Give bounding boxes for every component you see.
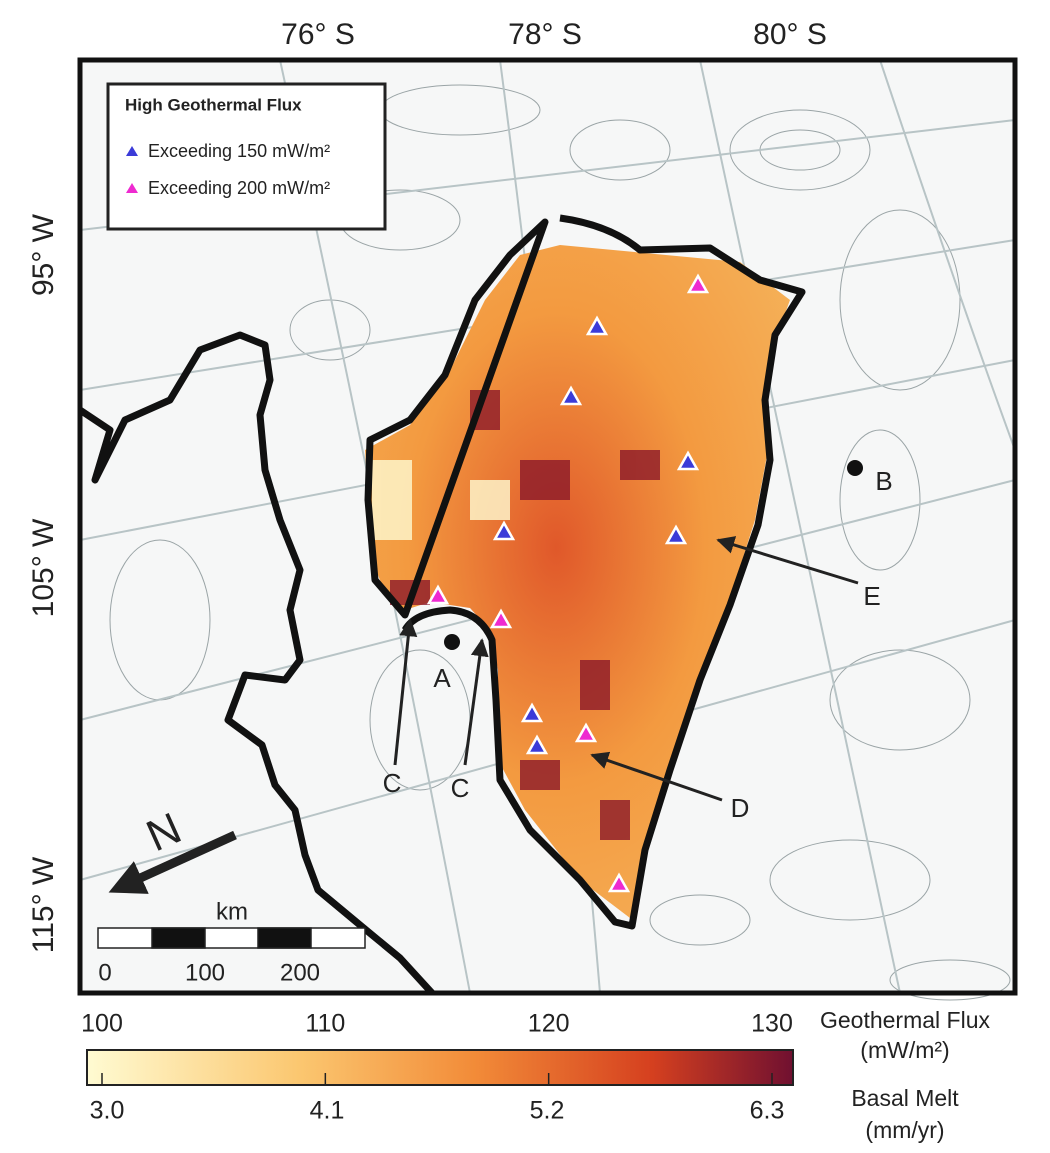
flux-markers	[574, 722, 598, 743]
high-flux-patches	[620, 450, 660, 480]
graticule	[879, 59, 1016, 451]
low-flux-patches	[470, 480, 510, 520]
coastlines	[78, 214, 806, 996]
flux-tick-label: 130	[751, 1010, 793, 1038]
flux-markers	[525, 734, 549, 755]
legend-item: Exceeding 200 mW/m²	[148, 178, 330, 198]
flux-title: Geothermal Flux	[820, 1007, 991, 1033]
label-c: C	[383, 768, 402, 798]
scale-tick: 0	[98, 959, 111, 986]
flux-markers	[607, 872, 631, 893]
label-c: C	[451, 773, 470, 803]
latitude-label: 78° S	[508, 18, 582, 51]
contours	[569, 119, 671, 181]
legend-marker	[126, 183, 138, 193]
melt-tick-label: 3.0	[90, 1097, 125, 1125]
flux-markers	[492, 520, 516, 541]
contours	[829, 649, 971, 751]
low-flux-patches	[372, 460, 412, 540]
flux-tick-label: 100	[81, 1010, 123, 1038]
flux-markers	[585, 315, 609, 336]
scale-bar	[151, 927, 206, 949]
flux-markers	[489, 608, 513, 629]
melt-unit: (mm/yr)	[865, 1117, 944, 1143]
contours	[889, 959, 1011, 1001]
legend-title: High Geothermal Flux	[125, 95, 302, 114]
melt-title: Basal Melt	[851, 1085, 959, 1111]
label-d: D	[731, 793, 750, 823]
high-flux-patches	[520, 460, 570, 500]
latitude-label: 80° S	[753, 18, 827, 51]
flux-markers	[676, 450, 700, 471]
flux-markers	[520, 702, 544, 723]
melt-tick-label: 5.2	[530, 1097, 565, 1125]
coastlines	[364, 218, 549, 619]
label-b: B	[875, 466, 892, 496]
flux-tick-label: 110	[305, 1010, 345, 1038]
high-flux-patches	[580, 660, 610, 710]
high-flux-patches	[600, 800, 630, 840]
scale-tick: 200	[280, 959, 320, 986]
flux-tick-label: 120	[528, 1010, 570, 1038]
arrow-c2	[463, 638, 489, 766]
arrow-c1	[393, 618, 418, 766]
longitude-label: 105° W	[27, 518, 60, 617]
scale-unit: km	[216, 898, 248, 925]
arrow-d	[590, 751, 723, 802]
longitude-label: 115° W	[27, 856, 60, 953]
scale-bar	[97, 927, 366, 949]
map-frame	[77, 57, 1018, 996]
flux-markers	[426, 584, 450, 605]
melt-tick-label: 4.1	[310, 1097, 345, 1125]
low-flux-patches	[372, 460, 510, 540]
colorbar-ticks: 100 110 120 130 3.0 4.1 5.2 6.3	[81, 1010, 793, 1125]
graticule	[699, 59, 901, 994]
scale-tick: 100	[185, 959, 225, 986]
legend-marker	[126, 146, 138, 156]
point-b	[847, 460, 863, 476]
flux-unit: (mW/m²)	[860, 1037, 949, 1063]
label-e: E	[863, 581, 880, 611]
legend-item: Exceeding 150 mW/m²	[148, 141, 330, 161]
coastlines	[78, 331, 435, 996]
latitude-label: 76° S	[281, 18, 355, 51]
flux-markers	[686, 273, 710, 294]
contours	[839, 209, 961, 391]
high-flux-patches	[520, 760, 560, 790]
label-a: A	[433, 663, 451, 693]
contours	[729, 109, 871, 191]
flux-markers	[664, 524, 688, 545]
coastlines	[401, 214, 806, 930]
north-arrow	[108, 830, 237, 894]
colorbar	[86, 1049, 794, 1086]
melt-tick-label: 6.3	[750, 1097, 785, 1125]
arrow-e	[716, 536, 859, 585]
flux-markers	[426, 273, 710, 893]
scale-bar	[257, 927, 312, 949]
legend-box	[106, 82, 387, 231]
contours	[649, 894, 751, 946]
contours	[839, 429, 921, 571]
contours	[289, 299, 371, 361]
contours	[769, 839, 931, 921]
scale-bar	[97, 927, 366, 949]
flux-markers	[559, 385, 583, 406]
point-a	[444, 634, 460, 650]
longitude-label: 95° W	[27, 213, 60, 296]
